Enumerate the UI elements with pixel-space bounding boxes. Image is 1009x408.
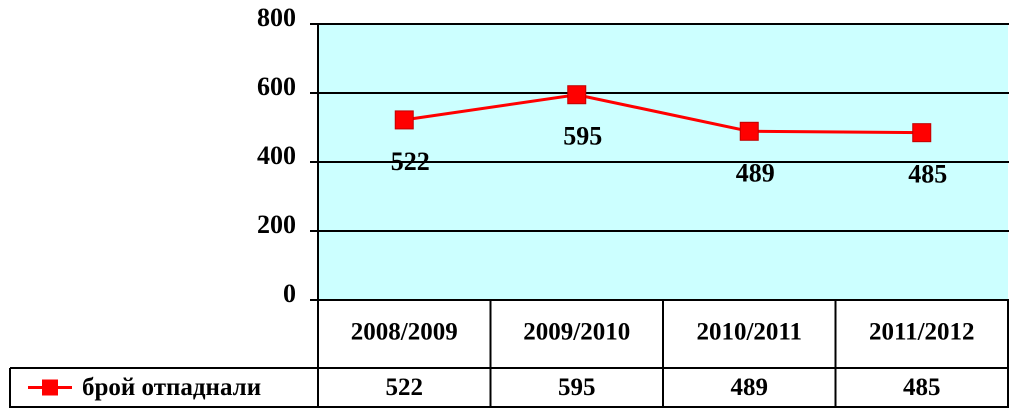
series-line: [404, 93, 922, 135]
marker: [739, 121, 759, 141]
data-label: 595: [563, 122, 602, 151]
marker: [567, 85, 587, 105]
legend-label: брой отпаднали: [82, 374, 261, 401]
table-header: 2009/2010: [523, 319, 630, 346]
table-header: 2008/2009: [351, 319, 458, 346]
table-header: 2010/2011: [696, 319, 802, 346]
data-label: 489: [736, 158, 775, 187]
table-value: 522: [386, 374, 424, 401]
data-label: 522: [391, 147, 430, 176]
y-tick-label: 200: [257, 210, 296, 239]
marker: [912, 123, 932, 143]
y-tick-label: 600: [257, 72, 296, 101]
table-value: 485: [903, 374, 941, 401]
table-value: 595: [558, 374, 596, 401]
table-value: 489: [731, 374, 769, 401]
data-label: 485: [908, 160, 947, 189]
y-tick-label: 800: [257, 3, 296, 32]
marker: [394, 110, 414, 130]
table-header: 2011/2012: [869, 319, 975, 346]
legend-marker: [42, 379, 58, 396]
y-tick-label: 400: [257, 141, 296, 170]
y-tick-label: 0: [283, 279, 296, 308]
